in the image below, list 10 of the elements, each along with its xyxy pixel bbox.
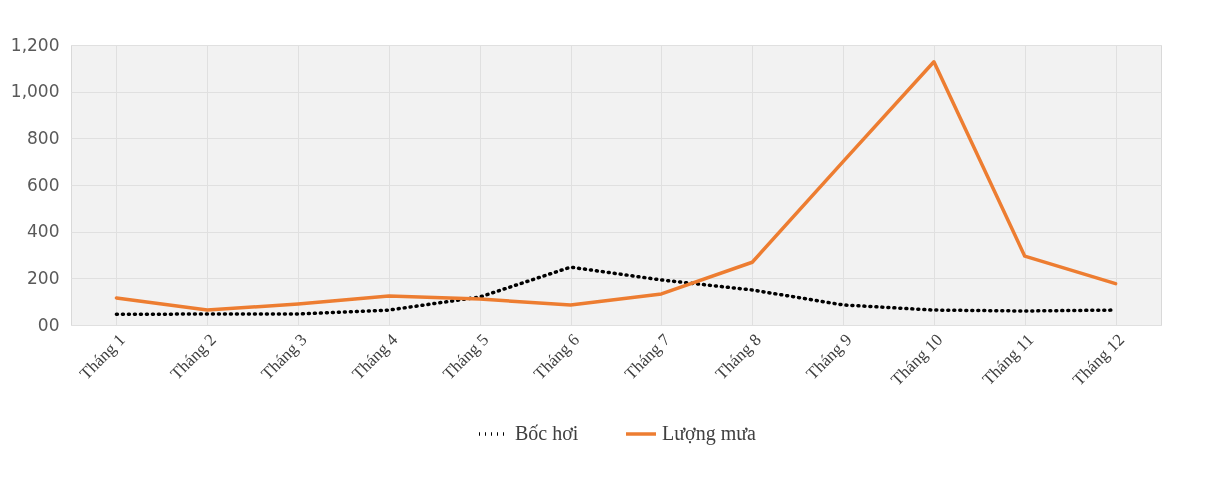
y-tick-label: 600 bbox=[27, 174, 60, 195]
y-tick-label: 400 bbox=[27, 221, 60, 242]
legend-label: Lượng mưa bbox=[662, 422, 757, 445]
y-tick-label: 1,200 bbox=[10, 34, 60, 55]
y-tick-label: 800 bbox=[27, 127, 60, 148]
y-tick-label: 1,000 bbox=[10, 81, 60, 102]
y-tick-label: 200 bbox=[27, 267, 60, 288]
y-tick-label: 00 bbox=[37, 314, 60, 335]
line-series bbox=[114, 60, 1118, 312]
legend-label: Bốc hơi bbox=[515, 422, 579, 444]
